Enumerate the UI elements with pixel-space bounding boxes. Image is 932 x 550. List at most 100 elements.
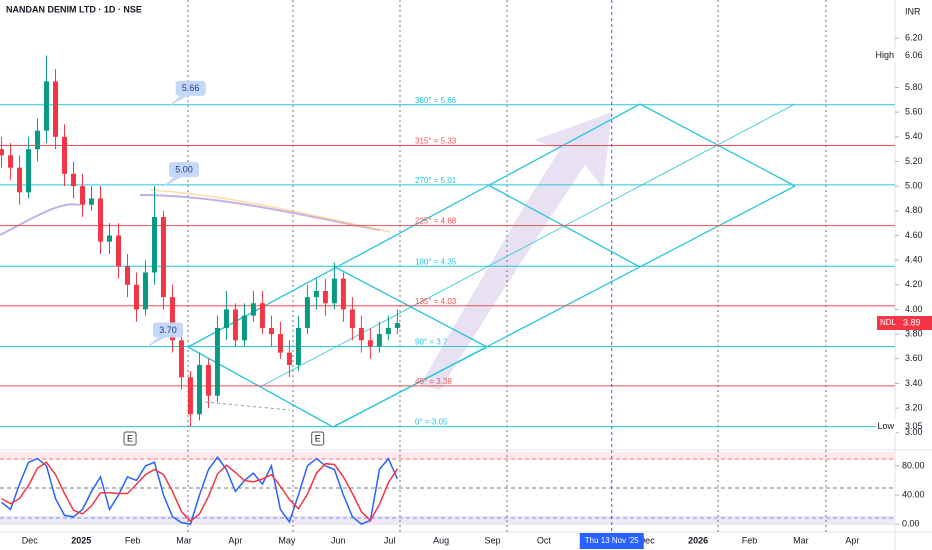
level-label: 0° = 3.05 [415, 418, 448, 427]
x-tick-label: Mar [176, 535, 192, 545]
price-badge-value: 3.05 [905, 421, 923, 431]
candle-body [277, 334, 283, 353]
candle-body [331, 278, 337, 304]
overbought-band [0, 452, 895, 460]
level-label: 270° = 5.01 [415, 176, 457, 185]
y-tick-label: 5.60 [905, 107, 923, 117]
level-label: 90° = 3.7 [415, 338, 448, 347]
x-tick-label: Apr [228, 535, 242, 545]
gann-line [187, 346, 334, 428]
callout-box [153, 322, 184, 338]
level-label: 180° = 4.35 [415, 257, 457, 266]
candle-body [259, 303, 265, 328]
gann-line [332, 346, 488, 428]
candle-body [349, 309, 355, 328]
candle-body [205, 364, 211, 396]
candle-body [187, 377, 193, 415]
level-label: 135° = 4.03 [415, 297, 457, 306]
projection-arrow [420, 112, 612, 390]
candle-body [151, 216, 157, 273]
candle-body [223, 309, 229, 328]
candle-body [8, 155, 14, 168]
trend-line [204, 401, 291, 411]
x-tick-label: Jun [331, 535, 346, 545]
oversold-band [0, 516, 895, 525]
x-tick-label: Feb [742, 535, 758, 545]
y-tick-label: 5.80 [905, 82, 923, 92]
candle-body [124, 266, 130, 285]
candle-body [98, 198, 104, 242]
y-tick-label: 80.00 [902, 460, 925, 470]
callout-pointer [167, 94, 190, 107]
candle-body [106, 235, 112, 242]
x-tick-label: Apr [845, 535, 859, 545]
x-tick-label: Dec [22, 535, 39, 545]
y-tick-label: 6.20 [905, 33, 923, 43]
candle-body [160, 216, 166, 298]
level-label: 45° = 3.38 [415, 377, 452, 386]
x-tick-label: Feb [125, 535, 141, 545]
candle-body [367, 340, 373, 347]
y-tick-label: 4.40 [905, 255, 923, 265]
price-badge [876, 48, 896, 63]
y-tick-label: 5.20 [905, 156, 923, 166]
x-tick-label: Mar [793, 535, 809, 545]
price-badge-name: Low [877, 421, 894, 431]
x-tick-label: 2025 [71, 535, 91, 545]
candle-body [133, 284, 139, 310]
chart-title: NANDAN DENIM LTD · 1D · NSE [6, 4, 142, 14]
level-label: 315° = 5.33 [415, 137, 457, 146]
candle-body [26, 149, 32, 193]
candle-body [313, 290, 319, 298]
x-tick-label: May [278, 535, 296, 545]
y-tick-label: 5.40 [905, 131, 923, 141]
y-tick-label: 3.40 [905, 378, 923, 388]
callout-box [169, 162, 200, 178]
moving-average [0, 194, 381, 236]
price-badge-value: 6.06 [905, 50, 923, 60]
candle-body [304, 297, 310, 328]
candle-body [44, 81, 50, 131]
y-tick-label: 5.00 [905, 181, 923, 191]
x-tick-label: 2026 [688, 535, 708, 545]
candle-body [376, 334, 382, 347]
candle-body [196, 364, 202, 415]
crosshair-label: Thu 13 Nov '25 [585, 536, 640, 545]
y-tick-label: 40.00 [902, 489, 925, 499]
event-box [123, 431, 137, 446]
candle-body [0, 149, 5, 156]
candle-body [35, 130, 41, 150]
last-price-badge [877, 316, 932, 331]
candle-body [214, 327, 220, 396]
y-tick-label: 3.80 [905, 328, 923, 338]
candle-body [241, 315, 247, 341]
event-box [311, 431, 325, 446]
callout-box [175, 80, 206, 96]
candle-body [80, 186, 86, 205]
y-tick-label: 3.60 [905, 353, 923, 363]
oscillator-line [1, 455, 399, 525]
candle-body [295, 327, 301, 365]
candle-body [142, 272, 148, 310]
candle-body [53, 81, 59, 137]
x-tick-label: Dec [639, 535, 656, 545]
price-badge [876, 419, 896, 434]
currency: INR [905, 6, 921, 16]
oscillator-line [1, 461, 399, 523]
candle-body [62, 136, 68, 174]
candle-body [232, 309, 238, 341]
x-tick-label: Jul [384, 535, 396, 545]
event-label: E [315, 433, 321, 443]
callout-pointer [161, 176, 184, 189]
y-tick-label: 4.80 [905, 205, 923, 215]
candle-body [385, 327, 391, 335]
event-label: E [127, 433, 133, 443]
crosshair-badge [579, 533, 644, 549]
y-tick-label: 4.20 [905, 279, 923, 289]
candle-body [250, 303, 256, 316]
candle-body [169, 297, 175, 341]
x-tick-label: Sep [484, 535, 500, 545]
